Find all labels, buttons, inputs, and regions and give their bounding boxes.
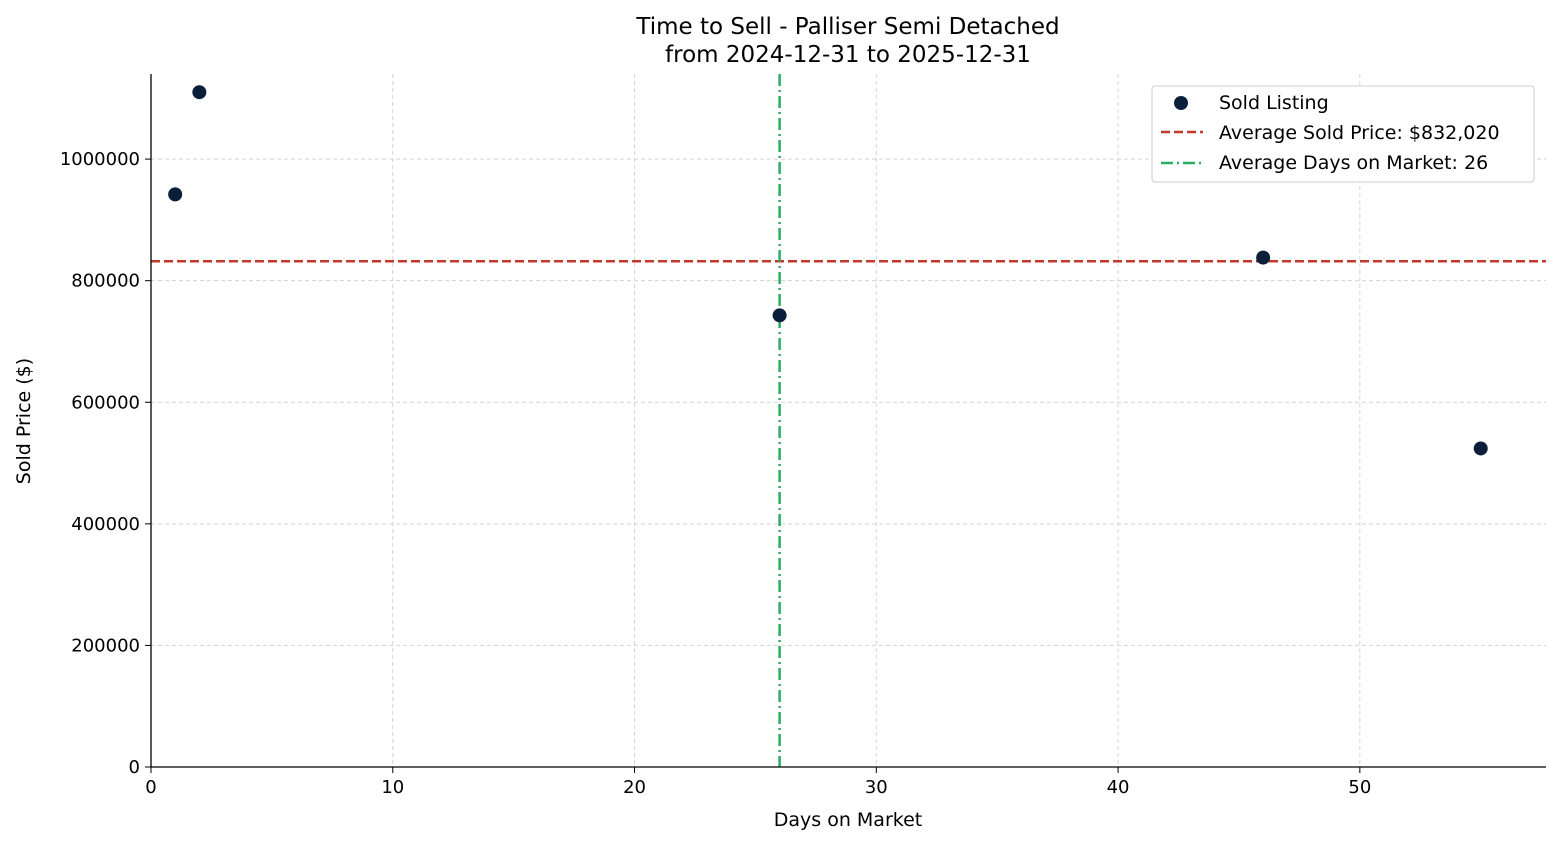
data-point [168, 187, 183, 202]
legend-label-sold-listing: Sold Listing [1219, 92, 1329, 114]
x-tick-label: 10 [381, 777, 404, 798]
data-point [1256, 250, 1271, 265]
axes [150, 74, 1546, 768]
y-tick-label: 0 [129, 757, 140, 778]
legend-box [1151, 85, 1535, 183]
chart-subtitle: from 2024-12-31 to 2025-12-31 [665, 42, 1031, 68]
y-tick-label: 600000 [71, 392, 140, 413]
reference-lines [151, 74, 1546, 767]
ticks: 0 10 20 30 40 50 0 200000 400000 600000 800000 1000… [60, 149, 1371, 798]
x-axis-label: Days on Market [774, 809, 922, 831]
legend: Sold Listing Average Sold Price: $832,02… [1151, 85, 1535, 183]
grid [151, 74, 1546, 767]
x-tick-label: 30 [865, 777, 888, 798]
x-tick-label: 0 [145, 777, 156, 798]
y-axis-label: Sold Price ($) [13, 358, 35, 484]
data-point [192, 85, 207, 100]
x-tick-label: 50 [1348, 777, 1371, 798]
y-tick-label: 200000 [71, 635, 140, 656]
legend-marker-sold-listing [1174, 96, 1188, 110]
chart-title: Time to Sell - Palliser Semi Detached [635, 14, 1059, 40]
data-point [1473, 441, 1488, 456]
legend-label-avg-days: Average Days on Market: 26 [1219, 152, 1488, 174]
x-tick-label: 20 [623, 777, 646, 798]
y-tick-label: 1000000 [60, 149, 140, 170]
y-tick-label: 400000 [71, 514, 140, 535]
legend-label-avg-price: Average Sold Price: $832,020 [1219, 122, 1500, 144]
y-tick-label: 800000 [71, 271, 140, 292]
x-tick-label: 40 [1107, 777, 1130, 798]
data-points [168, 85, 1488, 456]
data-point [772, 308, 787, 323]
